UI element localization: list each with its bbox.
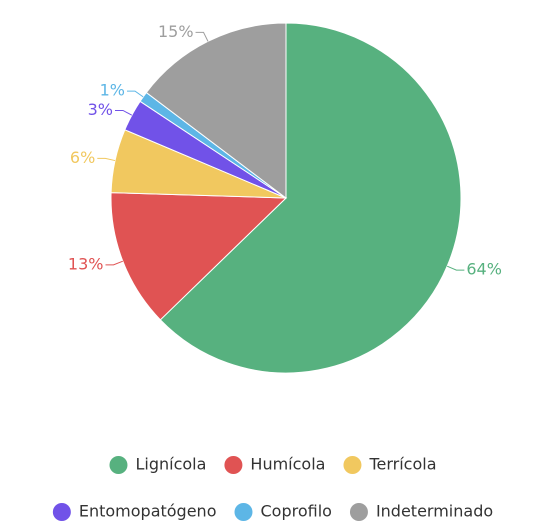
leader-line [195,31,209,42]
pie-slice [159,22,462,374]
data-label: 15% [158,22,194,41]
leader-line [97,157,116,162]
legend-label: Humícola [250,455,325,474]
legend-marker [349,503,368,521]
legend-marker [343,456,362,474]
legend-label: Coprofilo [260,502,331,521]
data-label: 64% [466,260,502,279]
legend-marker [234,503,253,521]
leader-line [446,265,465,271]
legend-label: Terrícola [368,455,436,474]
leader-line [105,260,123,266]
data-label: 3% [88,100,113,119]
legend-marker [52,503,71,521]
pie-slice [145,22,287,200]
leader-line [127,90,144,98]
legend-marker [224,456,243,474]
legend-label: Indeterminado [376,502,493,521]
legend-label: Entomopatógeno [79,502,217,521]
leader-line [115,109,133,116]
legend-marker [109,456,128,474]
data-label: 13% [68,254,104,273]
legend-label: Lignícola [135,455,206,474]
data-label: 1% [100,81,125,100]
data-label: 6% [70,148,95,167]
pie-slice [110,192,288,321]
